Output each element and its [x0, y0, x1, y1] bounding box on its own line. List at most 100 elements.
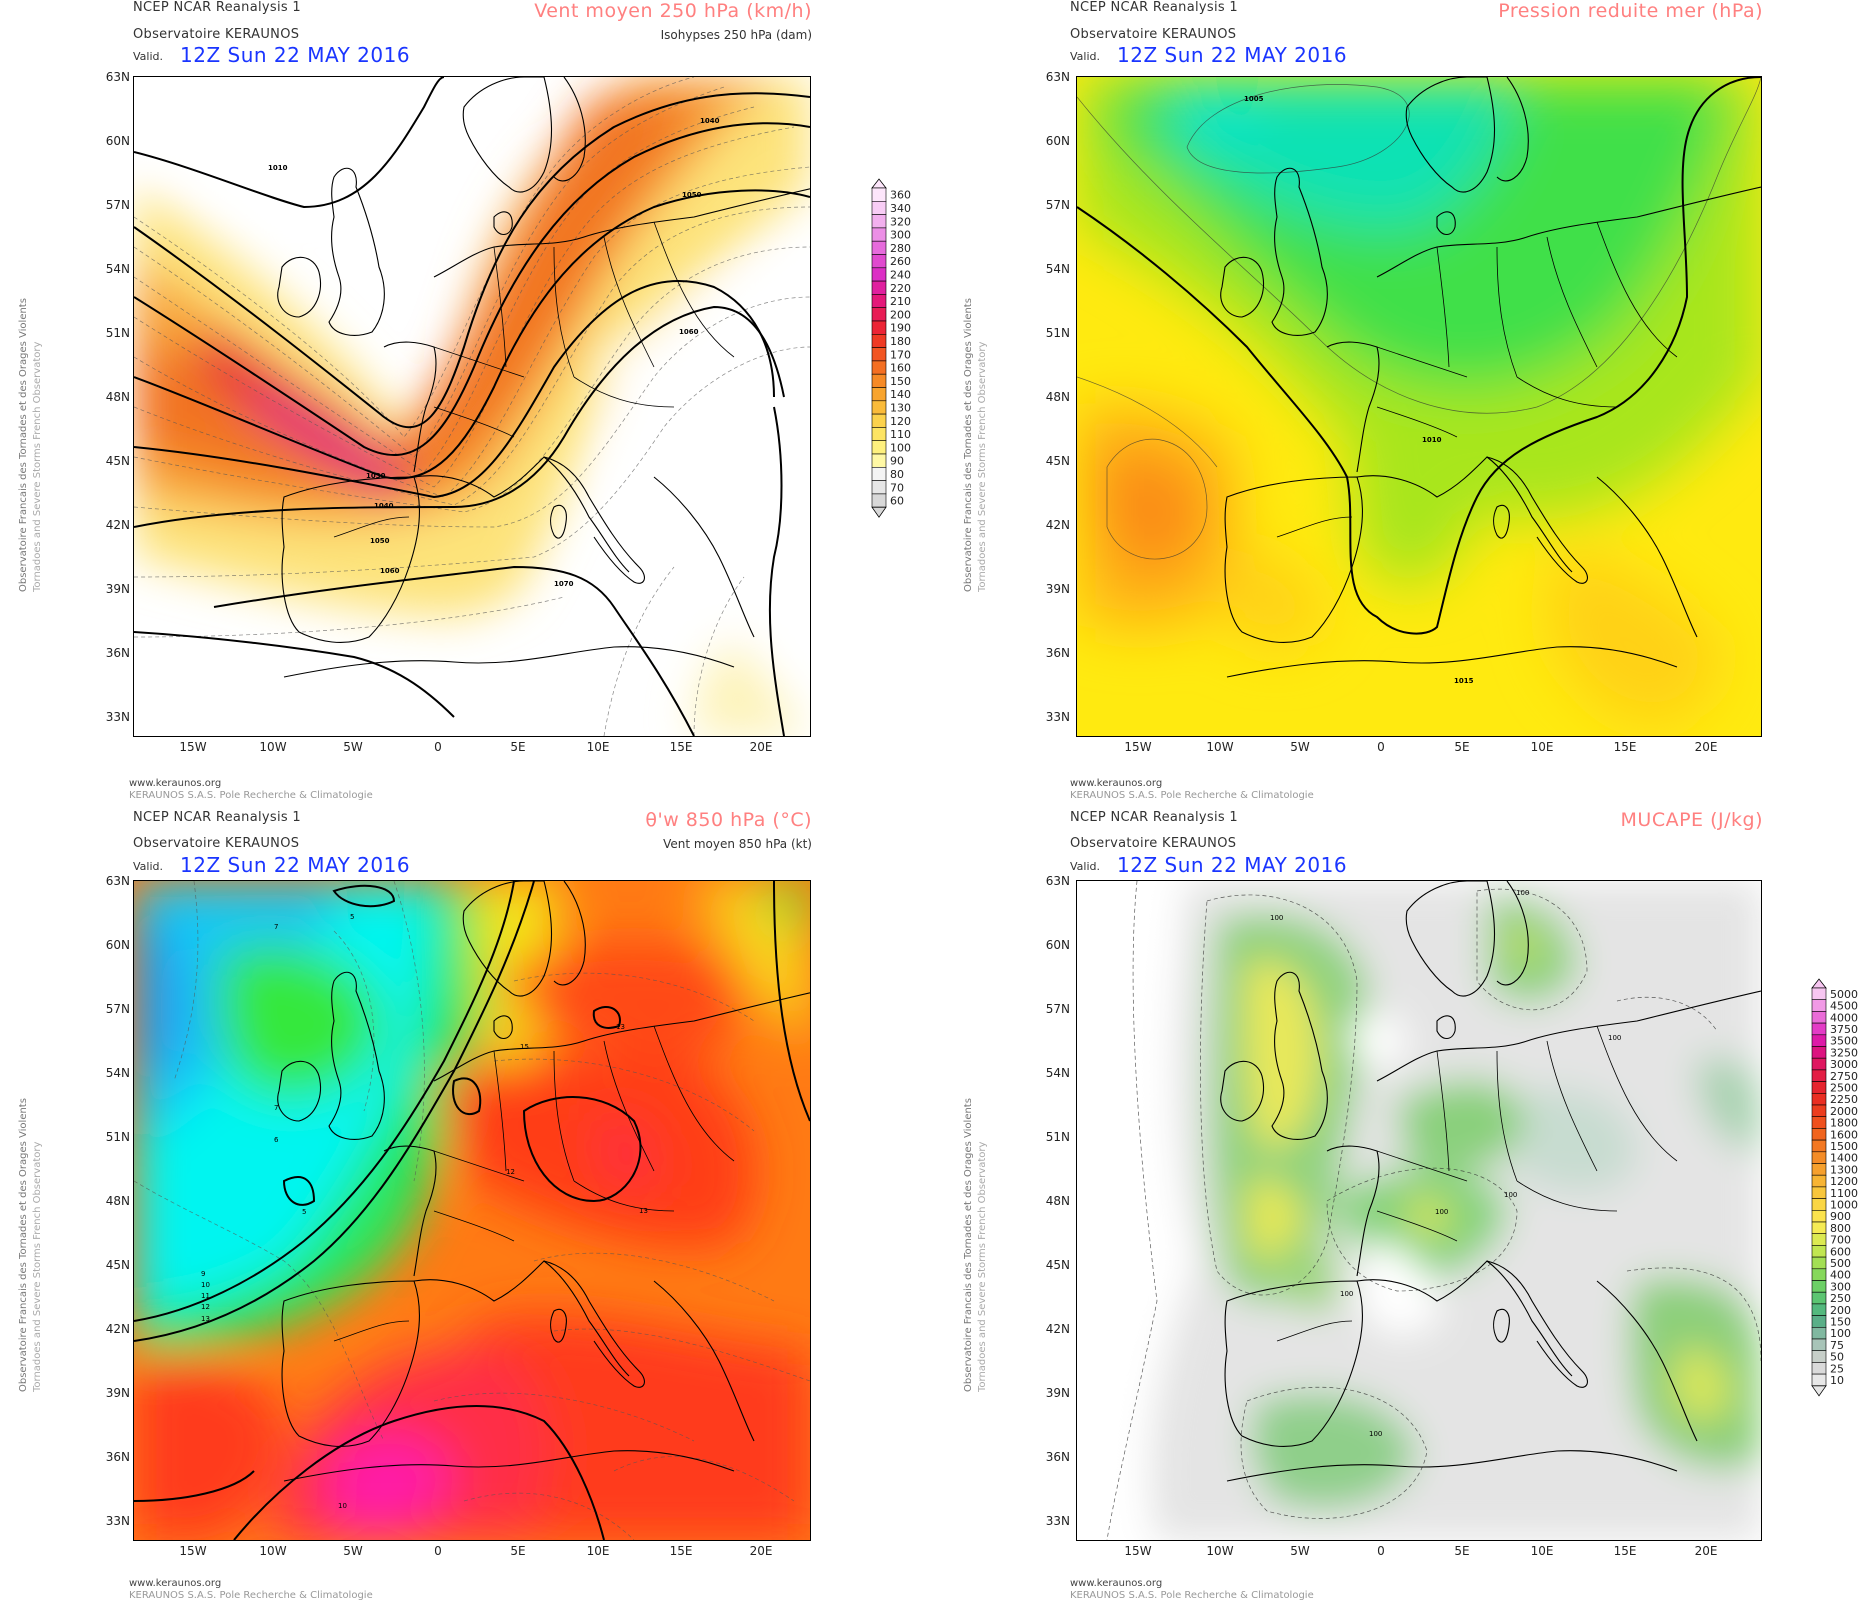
contour-label: 1060: [380, 567, 400, 575]
valid-time: 12Z Sun 22 MAY 2016: [1117, 853, 1348, 877]
lon-label: 20E: [749, 1544, 773, 1558]
lat-label: 54N: [1045, 1066, 1070, 1080]
colorbar-graphic: 5000450040003750350032503000275025002250…: [1811, 978, 1858, 1397]
lat-label: 45N: [105, 1258, 130, 1272]
colorbar-label: 250: [1830, 1292, 1851, 1305]
lon-label: 5E: [510, 1544, 526, 1558]
lon-label: 10W: [1206, 1544, 1234, 1558]
contour-label: 100: [1340, 1290, 1353, 1298]
colorbar-swatch: [1811, 1233, 1827, 1246]
lat-label: 42N: [105, 518, 130, 532]
contour-label: 7: [274, 923, 278, 931]
colorbar-label: 70: [890, 481, 904, 494]
lon-label: 20E: [1694, 740, 1718, 754]
lat-label: 45N: [1045, 454, 1070, 468]
observatory-line: Observatoire KERAUNOS: [1070, 27, 1237, 42]
contour-label: 100: [1504, 1191, 1517, 1199]
colorbar-swatch: [871, 307, 887, 322]
lon-label: 10W: [259, 1544, 287, 1558]
panel-title: Pression reduite mer (hPa): [1498, 0, 1763, 22]
colorbar-label: 4000: [1830, 1011, 1858, 1024]
lon-label: 5E: [1454, 740, 1470, 754]
colorbar-cap-top: [871, 178, 887, 189]
lat-label: 45N: [105, 454, 130, 468]
panel-thetaw: NCEP NCAR Reanalysis 1 Observatoire KERA…: [0, 800, 937, 1601]
colorbar-swatch: [1811, 1081, 1827, 1094]
lon-label: 0: [1377, 1544, 1385, 1558]
lat-label: 36N: [1045, 646, 1070, 660]
lon-label: 0: [434, 1544, 442, 1558]
contour-label: 1040: [700, 117, 720, 125]
lon-label: 10W: [1206, 740, 1234, 754]
colorbar-swatch: [1811, 1011, 1827, 1024]
colorbar-swatch: [1811, 1210, 1827, 1223]
lon-label: 0: [434, 740, 442, 754]
colorbar-label: 1000: [1830, 1198, 1858, 1211]
lat-label: 51N: [105, 1130, 130, 1144]
colorbar-swatch: [1811, 1057, 1827, 1071]
colorbar-label: 1500: [1830, 1140, 1858, 1153]
panel-title: Vent moyen 250 hPa (km/h): [534, 0, 812, 22]
colorbar-swatch: [1811, 1315, 1827, 1328]
contour-label: 12: [201, 1303, 210, 1311]
colorbar-label: 3750: [1830, 1023, 1858, 1036]
colorbar-swatch: [871, 347, 887, 362]
lat-label: 39N: [105, 1386, 130, 1400]
map-mucape: 100 100 100 100 100 100 100: [1076, 880, 1762, 1541]
colorbar-label: 150: [1830, 1315, 1851, 1328]
credit-line: Observatoire Francais des Tornades et de…: [963, 298, 974, 592]
colorbar-swatch: [1811, 1104, 1827, 1117]
colorbar-label: 1100: [1830, 1187, 1858, 1200]
colorbar-swatch: [871, 187, 887, 202]
lat-label: 60N: [1045, 938, 1070, 952]
lon-label: 15W: [1124, 1544, 1152, 1558]
source-line: NCEP NCAR Reanalysis 1: [133, 0, 301, 15]
colorbar-graphic: 3603403203002802602402202102001901801701…: [871, 178, 911, 518]
footer-org: KERAUNOS S.A.S. Pole Recherche & Climato…: [1070, 790, 1314, 801]
contour-label: 1060: [679, 328, 699, 336]
lon-label: 10E: [1530, 740, 1554, 754]
contour-label: 1040: [374, 502, 394, 510]
colorbar-swatch: [871, 334, 887, 348]
lon-label: 15E: [669, 740, 693, 754]
colorbar-label: 2250: [1830, 1093, 1858, 1106]
map-wind250: 1010 1040 1050 1060 1030 1040 1050 1060 …: [133, 76, 811, 737]
colorbar-swatch: [1811, 1174, 1827, 1188]
contour-label: 11: [201, 1292, 210, 1300]
colorbar-swatch: [1811, 1373, 1827, 1387]
colorbar-label: 300: [890, 229, 911, 242]
colorbar-label: 1300: [1830, 1163, 1858, 1176]
colorbar-swatch: [1811, 1221, 1827, 1234]
colorbar-label: 110: [890, 428, 911, 441]
colorbar-label: 220: [890, 282, 911, 295]
colorbar-label: 4500: [1830, 1000, 1858, 1013]
lat-label: 33N: [1045, 1514, 1070, 1528]
colorbar-swatch: [1811, 1139, 1827, 1153]
lon-label: 10W: [259, 740, 287, 754]
colorbar-label: 80: [890, 468, 904, 481]
colorbar-label: 240: [890, 268, 911, 281]
contour-label: 1010: [268, 164, 288, 172]
lat-label: 63N: [1045, 874, 1070, 888]
lon-label: 5W: [343, 740, 363, 754]
colorbar-swatch: [1811, 1163, 1827, 1176]
colorbar-swatch: [871, 453, 887, 468]
lon-label: 0: [1377, 740, 1385, 754]
contour-label: 13: [639, 1207, 648, 1215]
contour-label: 7: [274, 1104, 278, 1112]
contour-label: 12: [506, 1168, 515, 1176]
colorbar-swatch: [1811, 1116, 1827, 1129]
lat-label: 36N: [105, 646, 130, 660]
colorbar-swatch: [1811, 1245, 1827, 1258]
colorbar-label: 360: [890, 189, 911, 202]
contour-label: 1050: [682, 191, 702, 199]
lat-label: 33N: [1045, 710, 1070, 724]
colorbar-swatch: [1811, 1198, 1827, 1211]
lat-label: 51N: [1045, 1130, 1070, 1144]
colorbar-label: 5000: [1830, 988, 1858, 1001]
credit-line-english: Tornadoes and Severe Storms French Obser…: [977, 1141, 988, 1392]
panel-title: θ'w 850 hPa (°C): [645, 809, 812, 831]
lat-label: 60N: [1045, 134, 1070, 148]
map-thetaw: 5 7 7 6 5 9 10 11 12 13 13 12 13 15 10: [133, 880, 811, 1541]
colorbar-swatch: [1811, 1186, 1827, 1199]
